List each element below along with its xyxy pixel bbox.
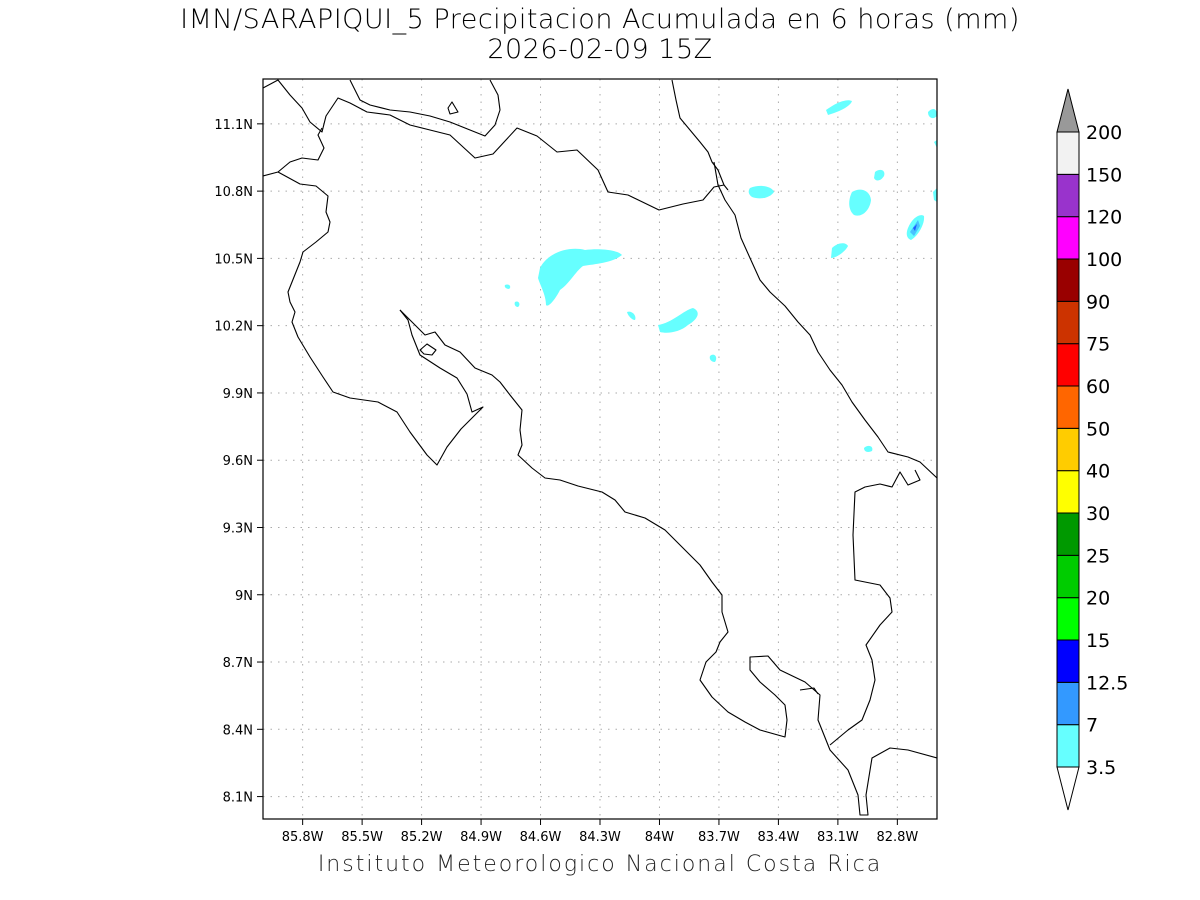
lake-nicaragua-north [349, 79, 501, 137]
lat-tick-label: 9.3N [223, 521, 253, 536]
lake-island [447, 101, 459, 115]
precip-area [864, 445, 873, 452]
colorbar-bin [1056, 173, 1080, 218]
lon-tick-label: 84.3W [579, 830, 621, 845]
colorbar-label: 50 [1086, 418, 1110, 440]
map-title: IMN/SARAPIQUI_5 Precipitacion Acumulada … [180, 4, 1020, 35]
pacific-coast-nw [277, 171, 484, 466]
precip-area [514, 301, 520, 307]
lon-tick-label: 85.2W [401, 830, 443, 845]
lon-tick-label: 84.9W [460, 830, 502, 845]
latitude-axis: 11.1N 10.8N 10.5N 10.2N 9.9N 9.6N 9.3N 9N 8.7N 8.… [214, 118, 263, 806]
lon-tick-label: 83.7W [698, 830, 740, 845]
lat-tick-label: 10.5N [214, 252, 253, 267]
precip-area [928, 109, 937, 119]
lon-tick-label: 83.4W [758, 830, 800, 845]
precip-area [709, 354, 717, 362]
colorbar-label: 12.5 [1086, 672, 1128, 694]
colorbar-bin [1056, 343, 1080, 387]
colorbar-label: 40 [1086, 461, 1110, 483]
colorbar-label: 60 [1086, 376, 1110, 398]
colorbar-bin [1056, 681, 1080, 726]
colorbar-label: 90 [1086, 291, 1110, 313]
caribbean-coast [713, 161, 937, 479]
coastlines-and-borders [263, 79, 937, 816]
colorbar-bin [1056, 724, 1080, 768]
lat-tick-label: 8.4N [223, 723, 253, 738]
colorbar-label: 15 [1086, 630, 1110, 652]
map-credit: Instituto Meteorologico Nacional Costa R… [317, 852, 883, 877]
panama-border [829, 469, 921, 746]
colorbar-bin [1056, 300, 1080, 345]
colorbar-bin [1056, 470, 1080, 514]
colorbar-label: 75 [1086, 334, 1110, 356]
nicoya-gulf-island [419, 343, 437, 356]
precip-area [933, 188, 937, 202]
nicaragua-coast [263, 127, 325, 177]
precip-area [874, 169, 885, 181]
lat-tick-label: 10.2N [214, 320, 253, 335]
colorbar-under-triangle [1056, 766, 1080, 811]
lat-tick-label: 8.1N [223, 791, 253, 806]
precip-area [831, 243, 848, 258]
colorbar-label: 120 [1086, 207, 1122, 229]
nicaragua-border [263, 79, 725, 211]
precip-area [934, 140, 937, 148]
precip-area [658, 308, 698, 333]
colorbar-bin [1056, 385, 1080, 429]
lon-tick-label: 84.6W [520, 830, 562, 845]
colorbar-bin [1056, 131, 1080, 175]
colorbar-label: 7 [1086, 715, 1098, 737]
lon-tick-label: 85.5W [341, 830, 383, 845]
colorbar-bin [1056, 639, 1080, 683]
lat-tick-label: 9.6N [223, 454, 253, 469]
precip-area [748, 185, 774, 199]
lon-tick-label: 85.8W [282, 830, 324, 845]
lon-tick-label: 84W [645, 830, 675, 845]
colorbar-label: 20 [1086, 588, 1110, 610]
longitude-axis: 85.8W 85.5W 85.2W 84.9W 84.6W 84.3W 84W 83.7W 83… [282, 819, 918, 845]
lat-tick-label: 8.7N [223, 656, 253, 671]
precip-area [849, 189, 871, 216]
lake-nicaragua-shore [671, 79, 729, 191]
osa-peninsula [799, 687, 819, 695]
colorbar-bin [1056, 427, 1080, 472]
lon-tick-label: 82.8W [876, 830, 918, 845]
map-frame [262, 78, 938, 820]
map-grid [263, 79, 937, 819]
gulf-of-nicoya-east [399, 309, 937, 816]
colorbar-bin [1056, 216, 1080, 260]
lat-tick-label: 10.8N [214, 185, 253, 200]
colorbar-over-triangle [1056, 88, 1080, 133]
colorbar-bin [1056, 512, 1080, 556]
colorbar-label: 100 [1086, 249, 1122, 271]
precip-area [538, 248, 622, 306]
colorbar-legend: 3.5 7 12.5 15 20 25 30 40 50 60 75 90 100 120 150 200 [1056, 88, 1128, 811]
colorbar-label: 200 [1086, 122, 1122, 144]
colorbar-label: 30 [1086, 503, 1110, 525]
precip-area [504, 284, 511, 289]
precip-area [627, 311, 636, 320]
precip-area [826, 100, 852, 115]
colorbar-label: 3.5 [1086, 757, 1116, 779]
map-valid-time: 2026-02-09 15Z [487, 34, 713, 65]
precip-core-7mm [910, 220, 920, 236]
colorbar-bin [1056, 258, 1080, 302]
colorbar-label: 150 [1086, 164, 1122, 186]
lat-tick-label: 11.1N [214, 118, 253, 133]
colorbar-bin [1056, 597, 1080, 641]
lat-tick-label: 9.9N [223, 387, 253, 402]
colorbar-bin [1056, 554, 1080, 599]
lon-tick-label: 83.1W [817, 830, 859, 845]
lat-tick-label: 9N [235, 589, 253, 604]
colorbar-label: 25 [1086, 545, 1110, 567]
precipitation-areas [504, 100, 937, 452]
